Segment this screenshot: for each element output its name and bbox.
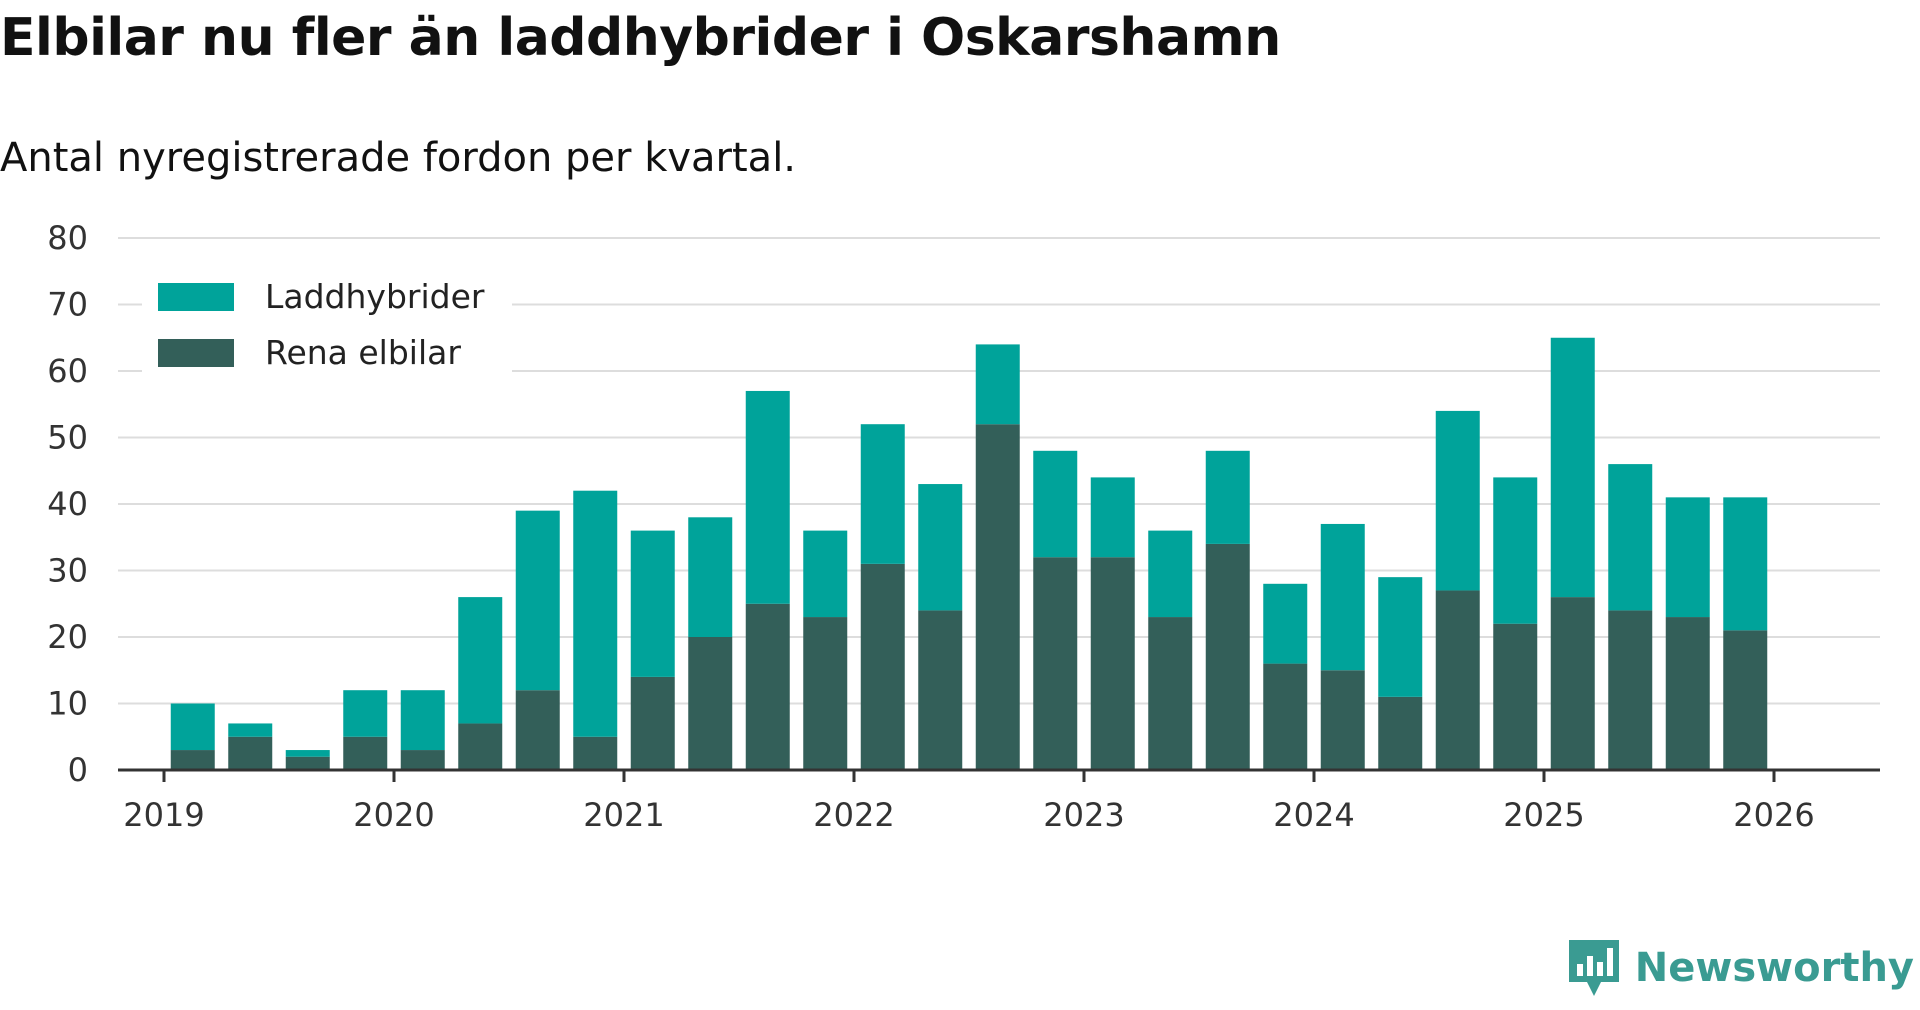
bar-laddhybrider-2019-Q1 bbox=[170, 703, 215, 751]
bar-rena-elbilar-2019-Q1 bbox=[170, 750, 215, 770]
bar-laddhybrider-2020-Q4 bbox=[573, 490, 618, 737]
x-tick-label-2025: 2025 bbox=[1503, 796, 1584, 834]
y-tick-label-30: 30 bbox=[47, 552, 88, 590]
bar-laddhybrider-2024-Q4 bbox=[1493, 477, 1538, 624]
bar-laddhybrider-2020-Q2 bbox=[458, 597, 503, 724]
y-tick-label-80: 80 bbox=[47, 219, 88, 257]
brand: Newsworthy bbox=[1567, 938, 1914, 998]
bar-laddhybrider-2023-Q4 bbox=[1263, 583, 1308, 664]
x-tick-label-2020: 2020 bbox=[353, 796, 434, 834]
x-tick-label-2019: 2019 bbox=[123, 796, 204, 834]
bar-rena-elbilar-2019-Q3 bbox=[285, 756, 330, 770]
bar-rena-elbilar-2025-Q2 bbox=[1608, 610, 1653, 770]
bar-laddhybrider-2019-Q3 bbox=[285, 750, 330, 757]
y-tick-label-60: 60 bbox=[47, 352, 88, 390]
bar-laddhybrider-2019-Q2 bbox=[228, 723, 273, 737]
bar-laddhybrider-2019-Q4 bbox=[343, 690, 388, 737]
y-tick-label-40: 40 bbox=[47, 485, 88, 523]
newsworthy-logo-icon bbox=[1568, 940, 1619, 996]
bar-laddhybrider-2025-Q2 bbox=[1608, 464, 1653, 611]
bar-laddhybrider-2025-Q4 bbox=[1723, 497, 1768, 631]
x-tick-label-2023: 2023 bbox=[1043, 796, 1124, 834]
y-tick-label-0: 0 bbox=[68, 751, 88, 789]
bar-rena-elbilar-2025-Q3 bbox=[1665, 617, 1710, 770]
bar-laddhybrider-2022-Q3 bbox=[975, 344, 1020, 425]
x-tick-label-2024: 2024 bbox=[1273, 796, 1354, 834]
chart-title: Elbilar nu fler än laddhybrider i Oskars… bbox=[0, 8, 1281, 68]
bar-rena-elbilar-2023-Q3 bbox=[1205, 543, 1250, 770]
brand-name: Newsworthy bbox=[1634, 945, 1914, 991]
bar-laddhybrider-2021-Q2 bbox=[688, 517, 733, 637]
bar-rena-elbilar-2020-Q4 bbox=[573, 736, 618, 770]
y-axis-ticks: 0 10 20 30 40 50 60 70 80 bbox=[47, 219, 88, 789]
y-tick-label-20: 20 bbox=[47, 618, 88, 656]
bar-rena-elbilar-2023-Q1 bbox=[1090, 557, 1135, 770]
bar-rena-elbilar-2024-Q3 bbox=[1435, 590, 1480, 770]
bar-laddhybrider-2024-Q3 bbox=[1435, 410, 1480, 591]
bar-laddhybrider-2023-Q3 bbox=[1205, 450, 1250, 544]
bar-laddhybrider-2021-Q3 bbox=[745, 390, 790, 604]
legend-label-laddhybrider: Laddhybrider bbox=[265, 277, 485, 316]
bar-rena-elbilar-2022-Q4 bbox=[1033, 557, 1078, 770]
x-tick-label-2026: 2026 bbox=[1733, 796, 1814, 834]
bar-laddhybrider-2023-Q1 bbox=[1090, 477, 1135, 558]
bar-rena-elbilar-2024-Q1 bbox=[1320, 670, 1365, 770]
x-tick-label-2021: 2021 bbox=[583, 796, 664, 834]
bar-laddhybrider-2025-Q1 bbox=[1550, 337, 1595, 598]
bar-laddhybrider-2022-Q4 bbox=[1033, 450, 1078, 558]
y-tick-label-10: 10 bbox=[47, 685, 88, 723]
bar-laddhybrider-2025-Q3 bbox=[1665, 497, 1710, 618]
bar-rena-elbilar-2022-Q2 bbox=[918, 610, 963, 770]
bar-rena-elbilar-2021-Q2 bbox=[688, 637, 733, 770]
bar-rena-elbilar-2022-Q1 bbox=[860, 563, 905, 770]
bar-rena-elbilar-2019-Q4 bbox=[343, 736, 388, 770]
bar-rena-elbilar-2021-Q4 bbox=[803, 617, 848, 770]
bar-laddhybrider-2021-Q4 bbox=[803, 530, 848, 618]
bar-rena-elbilar-2020-Q1 bbox=[400, 750, 445, 770]
bars bbox=[170, 337, 1768, 770]
y-tick-label-50: 50 bbox=[47, 419, 88, 457]
bar-rena-elbilar-2022-Q3 bbox=[975, 424, 1020, 770]
x-tick-label-2022: 2022 bbox=[813, 796, 894, 834]
bar-rena-elbilar-2024-Q4 bbox=[1493, 623, 1538, 770]
chart-subtitle: Antal nyregistrerade fordon per kvartal. bbox=[0, 135, 797, 181]
bar-laddhybrider-2023-Q2 bbox=[1148, 530, 1193, 618]
bar-rena-elbilar-2019-Q2 bbox=[228, 736, 273, 770]
bar-rena-elbilar-2021-Q1 bbox=[630, 676, 675, 770]
legend-swatch-laddhybrider bbox=[158, 283, 234, 311]
bar-rena-elbilar-2025-Q4 bbox=[1723, 630, 1768, 770]
legend-swatch-rena-elbilar bbox=[158, 339, 234, 367]
bar-laddhybrider-2022-Q2 bbox=[918, 484, 963, 611]
y-tick-label-70: 70 bbox=[47, 286, 88, 324]
bar-laddhybrider-2020-Q1 bbox=[400, 690, 445, 751]
bar-laddhybrider-2020-Q3 bbox=[515, 510, 560, 691]
legend: Laddhybrider Rena elbilar bbox=[142, 268, 512, 380]
bar-rena-elbilar-2025-Q1 bbox=[1550, 597, 1595, 770]
bar-rena-elbilar-2023-Q4 bbox=[1263, 663, 1308, 770]
legend-label-rena-elbilar: Rena elbilar bbox=[265, 333, 461, 372]
bar-laddhybrider-2024-Q2 bbox=[1378, 577, 1423, 697]
bar-rena-elbilar-2023-Q2 bbox=[1148, 617, 1193, 770]
bar-rena-elbilar-2020-Q2 bbox=[458, 723, 503, 770]
bar-rena-elbilar-2021-Q3 bbox=[745, 603, 790, 770]
bar-laddhybrider-2021-Q1 bbox=[630, 530, 675, 677]
bar-rena-elbilar-2024-Q2 bbox=[1378, 696, 1423, 770]
x-axis: 2019 2020 2021 2022 2023 2024 2025 2026 bbox=[118, 768, 1880, 834]
bar-rena-elbilar-2020-Q3 bbox=[515, 690, 560, 770]
bar-laddhybrider-2022-Q1 bbox=[860, 424, 905, 564]
bar-laddhybrider-2024-Q1 bbox=[1320, 523, 1365, 671]
